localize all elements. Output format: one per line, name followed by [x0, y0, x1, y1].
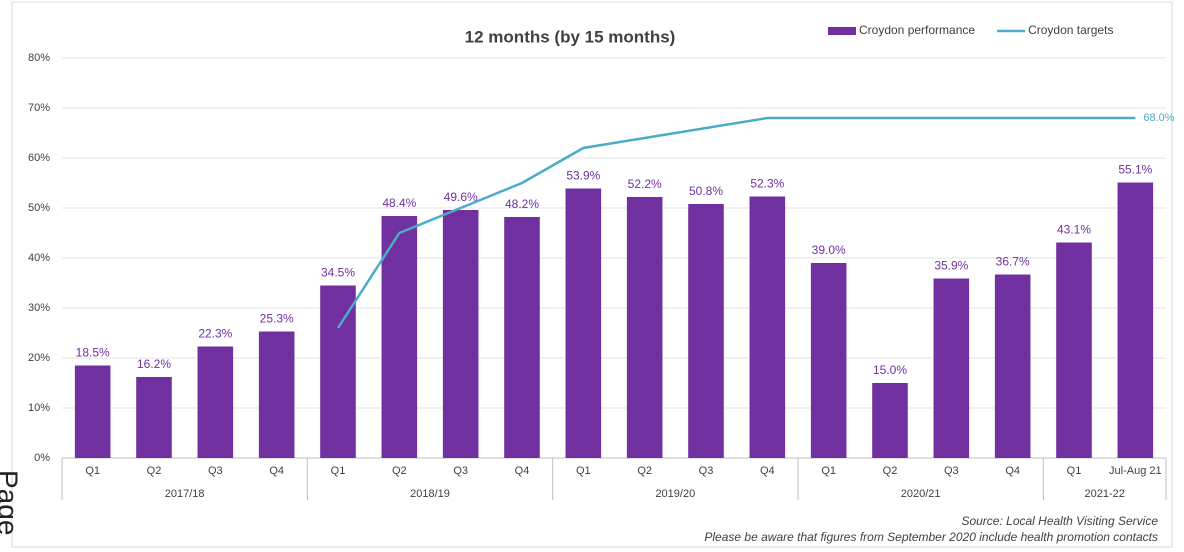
bar [626, 197, 663, 458]
group-label: 2018/19 [410, 488, 450, 500]
data-label: 36.7% [996, 255, 1030, 269]
group-label: 2019/20 [655, 488, 695, 500]
x-tick-label: Q2 [637, 465, 652, 477]
y-tick-label: 70% [28, 102, 50, 114]
data-label: 48.4% [382, 196, 416, 210]
x-tick-label: Q3 [944, 465, 959, 477]
bar [74, 365, 111, 458]
page-label: Page [0, 470, 24, 535]
bar [197, 346, 234, 458]
bar [381, 216, 418, 458]
group-label: 2020/21 [901, 488, 941, 500]
data-label: 48.2% [505, 197, 539, 211]
data-label: 35.9% [934, 259, 968, 273]
x-tick-label: Q1 [821, 465, 836, 477]
x-tick-label: Q1 [576, 465, 591, 477]
bar [994, 274, 1031, 458]
data-label: 25.3% [260, 312, 294, 326]
bar [810, 263, 847, 458]
x-tick-label: Q1 [331, 465, 346, 477]
y-tick-label: 10% [28, 402, 50, 414]
bar [688, 204, 724, 458]
chart-title: 12 months (by 15 months) [465, 27, 676, 46]
bar [442, 210, 479, 458]
data-label: 34.5% [321, 266, 355, 280]
x-tick-label: Q4 [269, 465, 284, 477]
line [336, 116, 1136, 329]
x-tick-label: Q1 [1067, 465, 1082, 477]
data-label: 50.8% [689, 184, 723, 198]
legend-label: Croydon targets [1028, 23, 1113, 37]
x-tick-label: Q4 [515, 465, 530, 477]
data-label: 18.5% [76, 346, 110, 360]
x-tick-label: Q2 [147, 465, 162, 477]
chart-frame [11, 1, 1173, 548]
x-tick-label: Q3 [453, 465, 468, 477]
x-tick-label: Q2 [392, 465, 407, 477]
y-tick-label: 20% [28, 352, 50, 364]
data-label: 55.1% [1118, 163, 1152, 177]
bar [933, 278, 970, 458]
data-label: 39.0% [812, 243, 846, 257]
x-tick-label: Q3 [699, 465, 714, 477]
bar [872, 383, 908, 458]
x-tick-label: Q3 [208, 465, 223, 477]
bar [136, 377, 172, 458]
y-tick-label: 80% [28, 52, 50, 64]
source: Source: Local Health Visiting Service [961, 514, 1158, 528]
data-label: 49.6% [444, 190, 478, 204]
bar [1117, 182, 1154, 458]
group-label: 2021-22 [1084, 488, 1124, 500]
data-label: 52.2% [628, 177, 662, 191]
end-label: 68.0% [1143, 112, 1174, 124]
bar [749, 196, 786, 458]
y-tick-label: 40% [28, 252, 50, 264]
x-tick-label: Q4 [760, 465, 775, 477]
bar [565, 188, 602, 458]
legend-swatch [828, 27, 856, 35]
x-tick-label: Q1 [85, 465, 100, 477]
group-label: 2017/18 [165, 488, 205, 500]
bar [1056, 242, 1092, 458]
data-label: 15.0% [873, 363, 907, 377]
bar [320, 285, 356, 458]
data-label: 22.3% [198, 327, 232, 341]
x-tick-label: Q4 [1005, 465, 1020, 477]
x-tick-label: Q2 [883, 465, 898, 477]
data-label: 52.3% [750, 177, 784, 191]
y-tick-label: 30% [28, 302, 50, 314]
x-tick-label: Jul-Aug 21 [1109, 465, 1162, 477]
data-label: 16.2% [137, 357, 171, 371]
legend-label: Croydon performance [859, 23, 975, 37]
bar [504, 217, 540, 458]
note: Please be aware that figures from Septem… [704, 530, 1158, 544]
y-tick-label: 60% [28, 152, 50, 164]
data-label: 43.1% [1057, 223, 1091, 237]
y-tick-label: 0% [34, 452, 50, 464]
bar [258, 331, 295, 458]
y-tick-label: 50% [28, 202, 50, 214]
data-label: 53.9% [566, 169, 600, 183]
